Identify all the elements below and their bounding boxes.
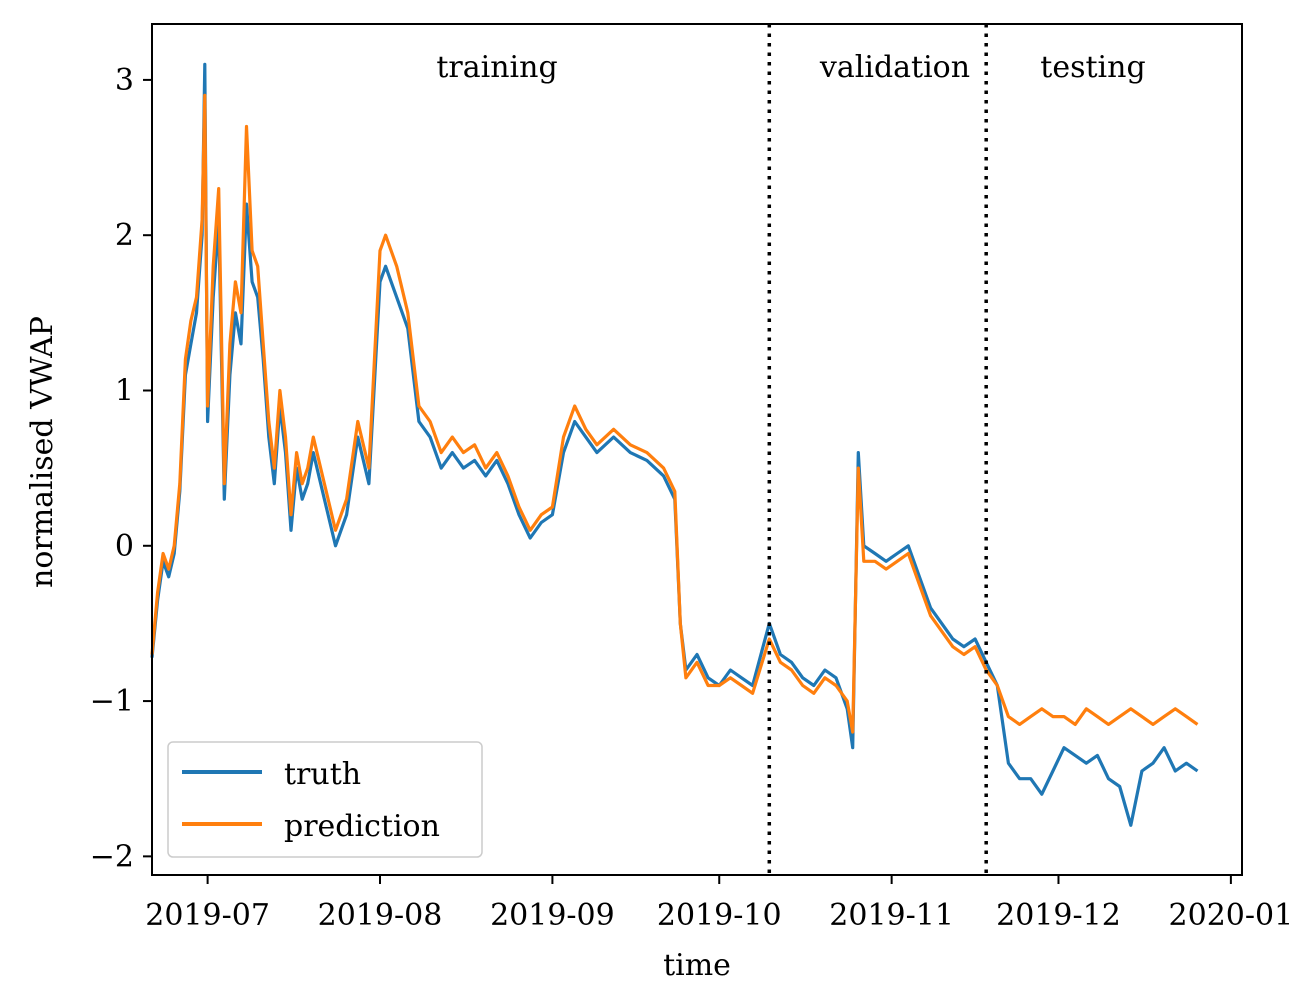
x-tick-label: 2019-08 [318,898,443,933]
plot-frame [151,23,1243,876]
x-tick-label: 2020-01 [1169,898,1294,933]
y-axis: 3 2 1 0 −1 −2 [90,63,152,874]
x-tick-label: 2019-10 [657,898,782,933]
x-axis-label: time [663,948,731,983]
x-tick-label: 2019-11 [829,898,954,933]
y-tick-label: 3 [115,63,134,98]
series-layer [150,62,1199,827]
y-tick-label: 1 [115,373,134,408]
x-axis: 2019-07 2019-08 2019-09 2019-10 2019-11 2019-… [145,875,1293,933]
y-tick-label: −1 [90,684,134,719]
x-tick-label: 2019-12 [996,898,1121,933]
x-tick-label: 2019-07 [145,898,270,933]
y-tick-label: 2 [115,218,134,253]
region-label-testing: testing [1040,50,1145,85]
region-label-validation: validation [819,50,970,85]
legend-label-prediction: prediction [284,809,440,844]
divider-layer [767,24,988,875]
region-label-training: training [436,50,557,85]
x-tick-label: 2019-09 [490,898,615,933]
y-tick-label: 0 [115,529,134,564]
legend: truth prediction [167,741,483,858]
legend-label-truth: truth [284,757,361,792]
y-tick-label: −2 [90,839,134,874]
series-line-prediction [150,93,1199,734]
y-axis-label: normalised VWAP [25,316,60,588]
